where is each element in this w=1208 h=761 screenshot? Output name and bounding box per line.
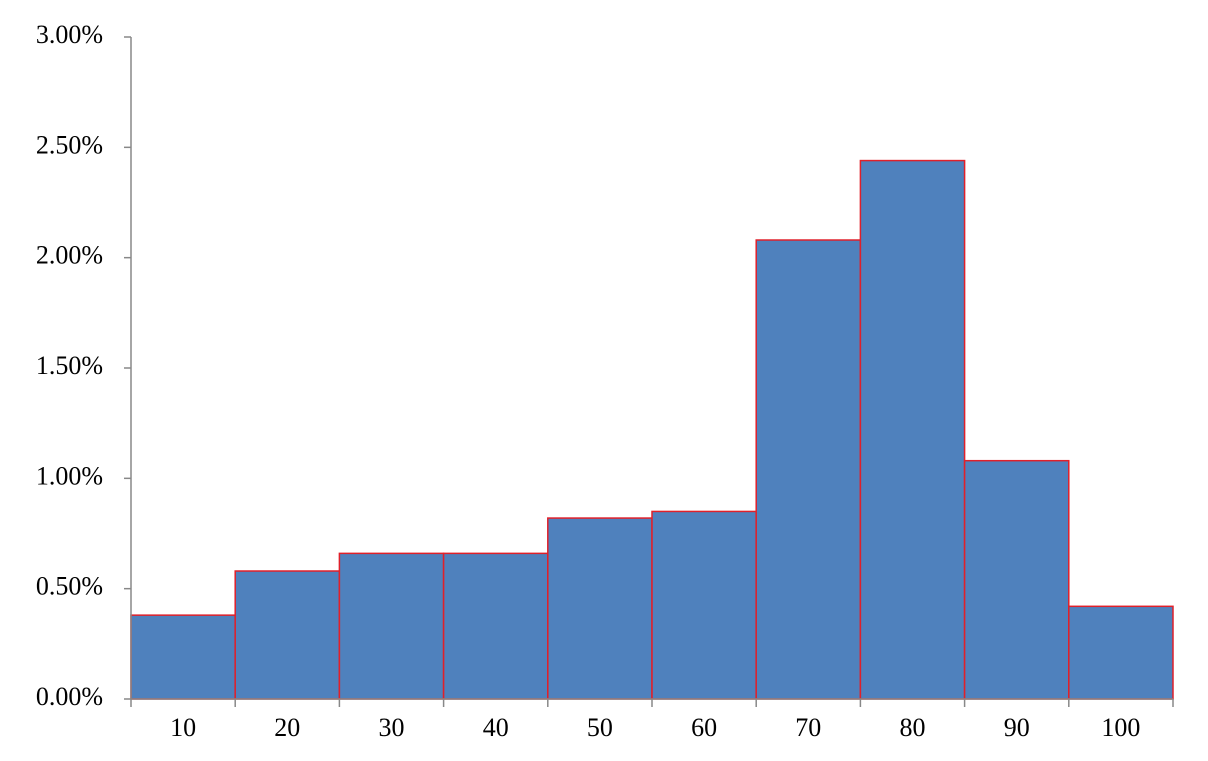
- y-tick-label: 2.00%: [36, 241, 103, 270]
- y-tick-label: 3.00%: [36, 20, 103, 49]
- bar: [338, 552, 445, 700]
- y-tick-label: 2.50%: [36, 130, 103, 159]
- bar: [755, 239, 862, 700]
- x-tick-label: 70: [795, 713, 821, 742]
- bar: [859, 159, 966, 700]
- y-tick-label: 1.00%: [36, 461, 103, 490]
- bar: [234, 570, 341, 700]
- x-tick-label: 100: [1101, 713, 1140, 742]
- bar: [963, 459, 1070, 700]
- bar: [651, 510, 757, 700]
- x-tick-label: 20: [274, 713, 300, 742]
- x-tick-label: 50: [587, 713, 613, 742]
- y-tick-label: 1.50%: [36, 351, 103, 380]
- bar: [547, 517, 653, 700]
- x-tick-label: 80: [900, 713, 926, 742]
- y-tick-label: 0.50%: [36, 572, 103, 601]
- y-tick-label: 0.00%: [36, 682, 103, 711]
- bar: [130, 614, 236, 700]
- bar: [1068, 605, 1174, 700]
- x-tick-label: 60: [691, 713, 717, 742]
- bar: [442, 552, 549, 700]
- x-tick-label: 30: [379, 713, 405, 742]
- x-tick-label: 90: [1004, 713, 1030, 742]
- x-tick-label: 40: [483, 713, 509, 742]
- x-tick-label: 10: [170, 713, 196, 742]
